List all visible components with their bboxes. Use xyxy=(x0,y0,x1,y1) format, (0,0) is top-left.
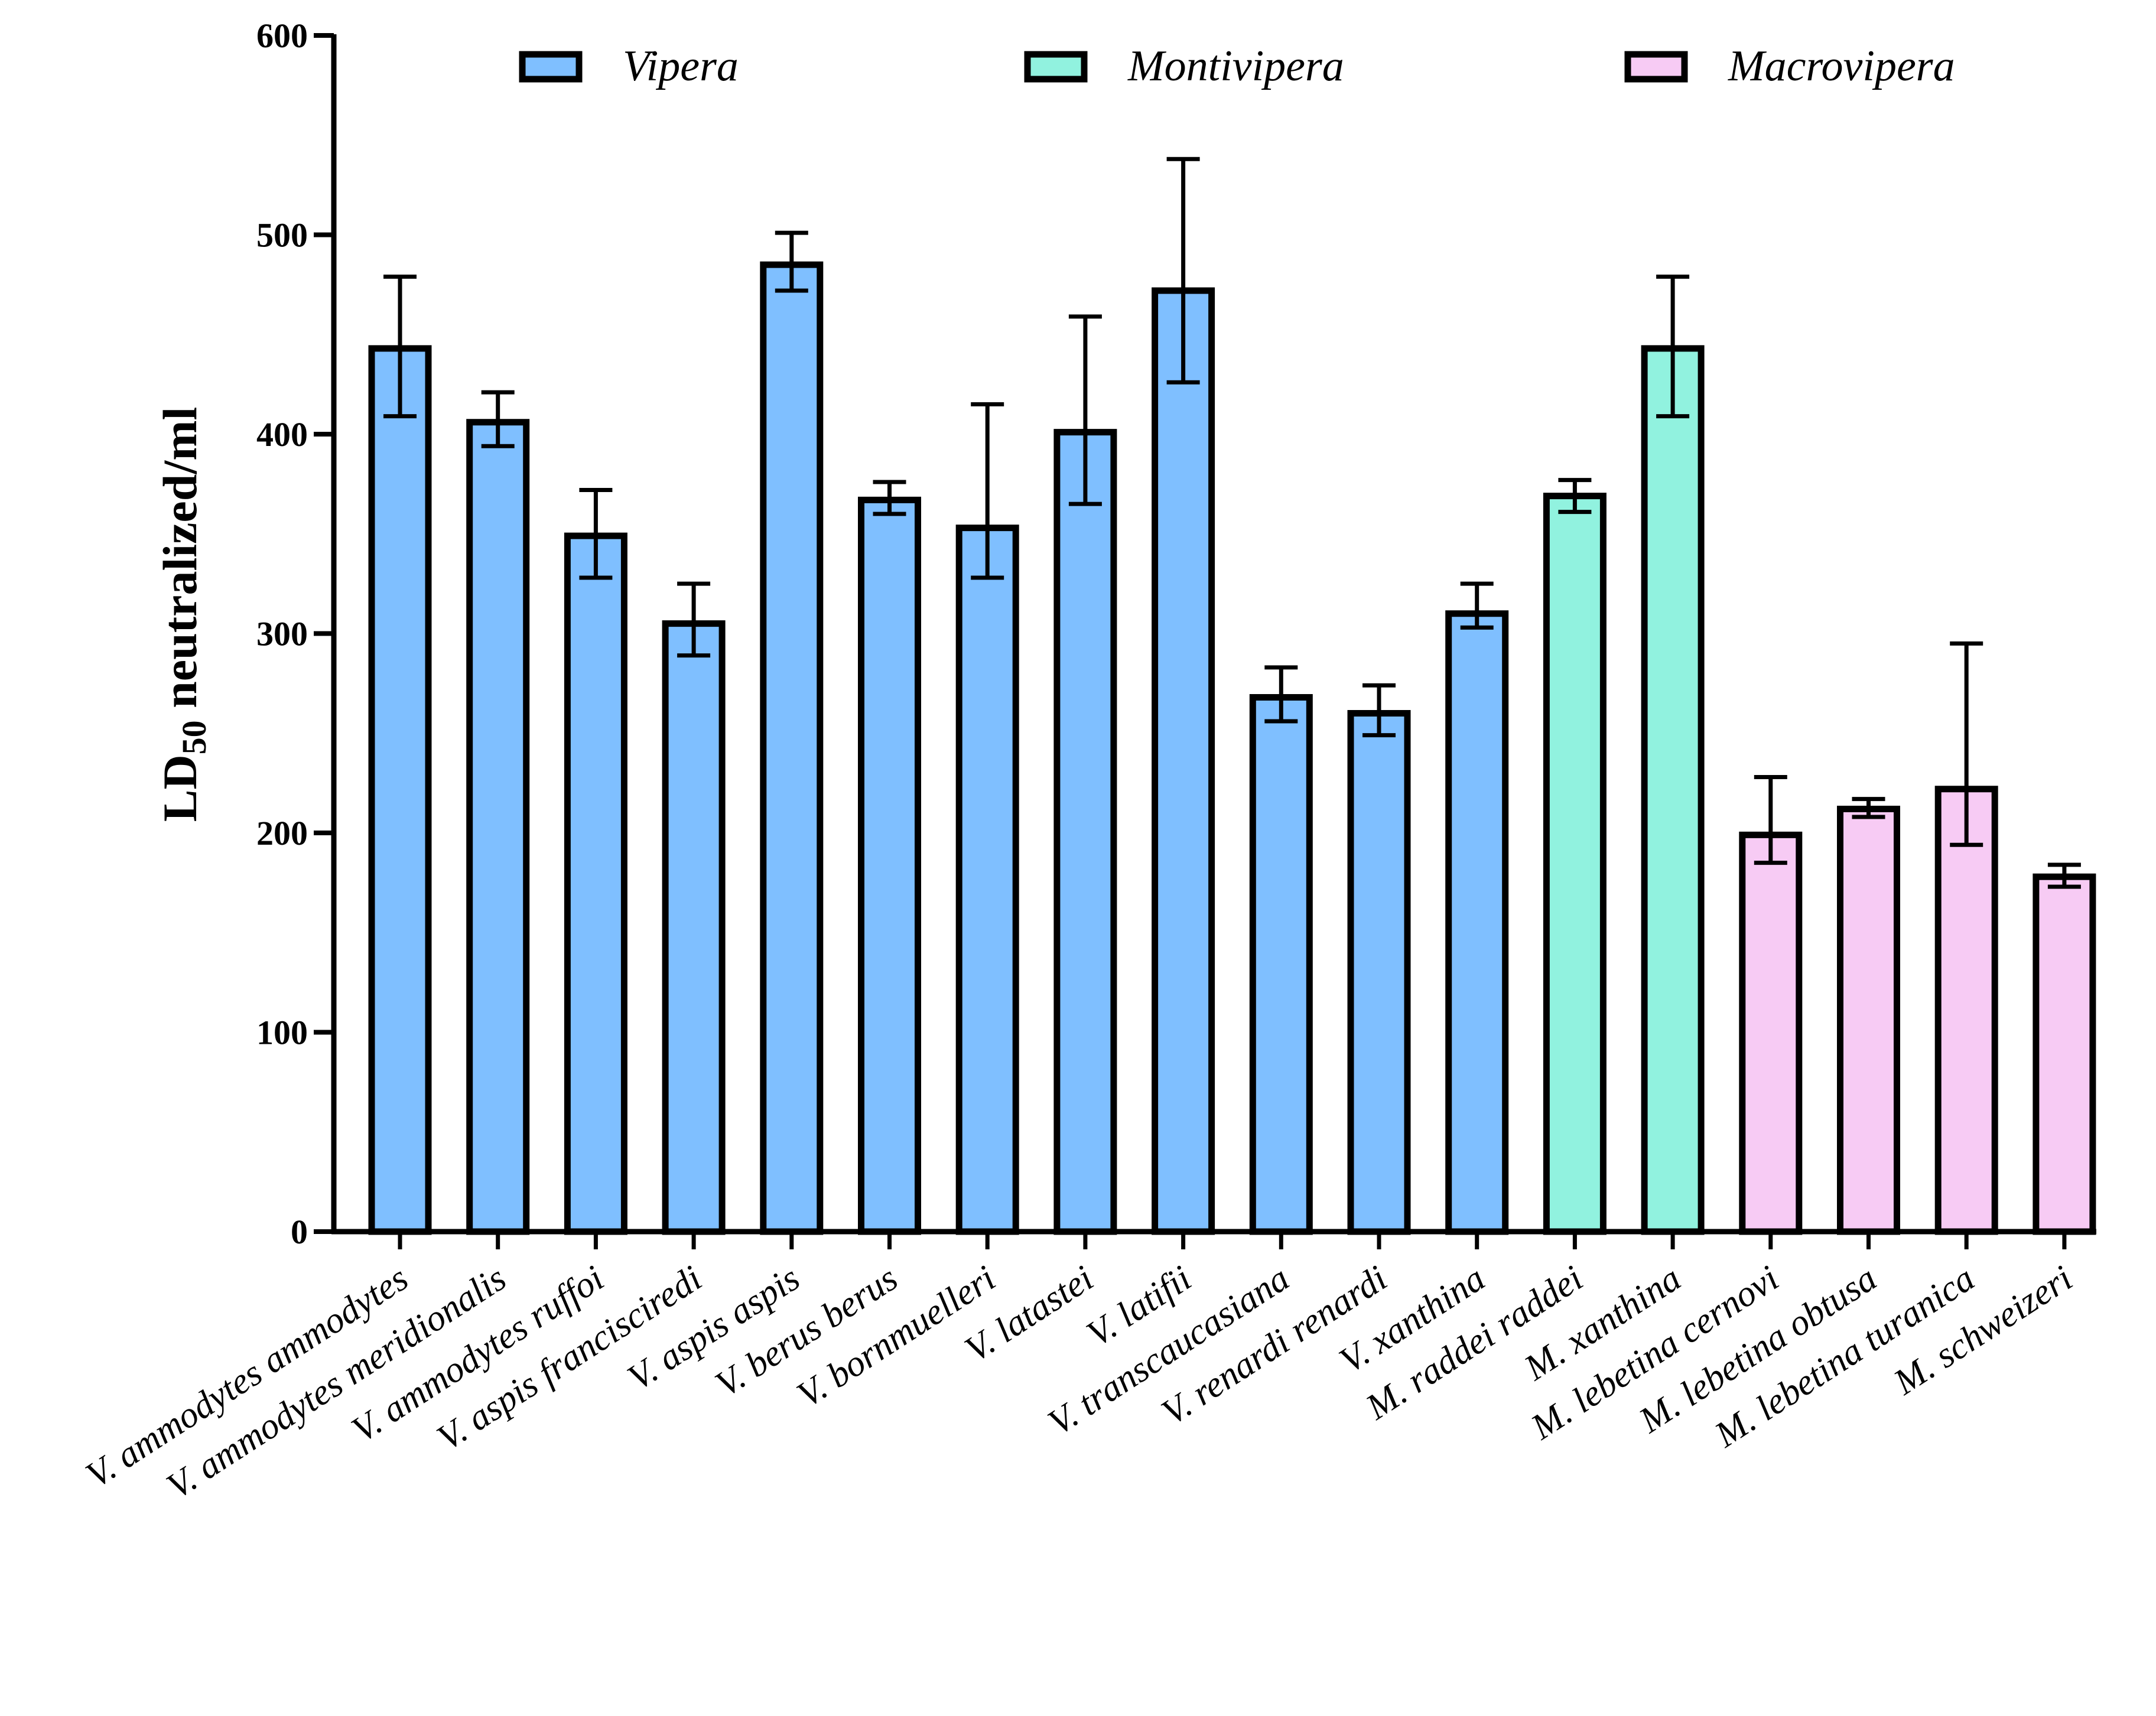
bar xyxy=(1934,786,1998,1235)
y-axis-title-suffix: neutralized/ml xyxy=(153,407,207,721)
y-tick-label: 600 xyxy=(256,17,308,55)
y-axis-title-prefix: LD xyxy=(153,754,207,822)
bar xyxy=(1739,831,1803,1235)
bar xyxy=(1837,806,1900,1235)
bar xyxy=(466,419,530,1235)
svg-text:LD50 neutralized/ml: LD50 neutralized/ml xyxy=(153,407,213,822)
bar xyxy=(1347,710,1411,1235)
legend-swatch xyxy=(1024,51,1088,83)
y-tick-label: 500 xyxy=(256,216,308,255)
y-tick-label: 0 xyxy=(291,1213,308,1251)
legend-swatch xyxy=(519,51,583,83)
legend-label: Montivipera xyxy=(1127,42,1344,90)
bar xyxy=(760,261,824,1235)
legend-swatch xyxy=(1624,51,1688,83)
bar xyxy=(1152,287,1215,1235)
legend-label: Vipera xyxy=(623,42,739,90)
y-axis-title: LD50 neutralized/ml xyxy=(153,407,213,822)
legend: Vipera Montivipera Macrovipera xyxy=(519,42,1955,90)
error-bars xyxy=(383,157,2081,889)
y-tick-label: 200 xyxy=(256,814,308,852)
y-tick-label: 300 xyxy=(256,615,308,653)
y-tick-label: 400 xyxy=(256,415,308,454)
bar xyxy=(2033,873,2096,1235)
bar xyxy=(1641,345,1705,1235)
bar xyxy=(955,525,1019,1235)
bar xyxy=(1445,610,1509,1235)
bar xyxy=(1053,429,1117,1235)
bar xyxy=(368,345,432,1235)
y-axis: 0 100 200 300 400 500 600 xyxy=(256,17,337,1251)
bar xyxy=(662,620,726,1235)
bar xyxy=(1543,493,1607,1235)
y-tick-label: 100 xyxy=(256,1014,308,1052)
bar xyxy=(858,496,921,1235)
bar xyxy=(564,532,627,1235)
bar xyxy=(1249,694,1313,1235)
legend-label: Macrovipera xyxy=(1728,42,1955,90)
y-axis-title-subscript: 50 xyxy=(175,720,213,754)
bars xyxy=(368,261,2096,1235)
